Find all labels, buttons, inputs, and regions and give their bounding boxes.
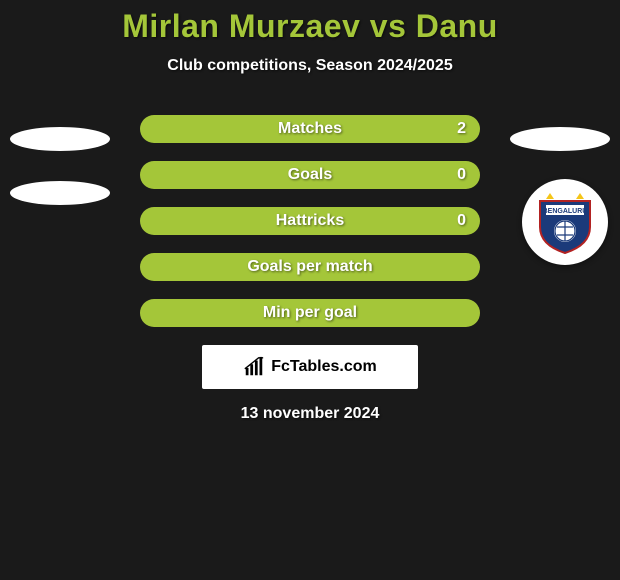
player-left-avatar-placeholder (10, 181, 110, 205)
stat-row-goals-per-match: Goals per match (140, 253, 480, 281)
player-left-avatar-placeholder (10, 127, 110, 151)
stat-row-min-per-goal: Min per goal (140, 299, 480, 327)
stat-value: 0 (457, 166, 466, 184)
watermark: FcTables.com (202, 345, 418, 389)
bengaluru-fc-crest-icon: BENGALURU (530, 187, 600, 257)
svg-text:BENGALURU: BENGALURU (543, 208, 588, 215)
stat-label: Goals (288, 166, 332, 184)
stat-row-goals: Goals 0 (140, 161, 480, 189)
stat-row-matches: Matches 2 (140, 115, 480, 143)
comparison-card: Mirlan Murzaev vs Danu Club competitions… (0, 0, 620, 423)
stat-value: 0 (457, 212, 466, 230)
stat-label: Min per goal (263, 304, 357, 322)
stat-label: Goals per match (247, 258, 372, 276)
stat-label: Matches (278, 120, 342, 138)
bar-chart-icon (243, 356, 265, 378)
page-subtitle: Club competitions, Season 2024/2025 (0, 57, 620, 75)
page-title: Mirlan Murzaev vs Danu (0, 8, 620, 45)
player-right-avatar-placeholder (510, 127, 610, 151)
watermark-text: FcTables.com (271, 358, 377, 376)
stat-row-hattricks: Hattricks 0 (140, 207, 480, 235)
stat-value: 2 (457, 120, 466, 138)
snapshot-date: 13 november 2024 (0, 405, 620, 423)
stat-label: Hattricks (276, 212, 344, 230)
club-badge: BENGALURU (522, 179, 608, 265)
stats-area: BENGALURU Matches 2 Goals 0 Hattricks 0 … (0, 115, 620, 423)
